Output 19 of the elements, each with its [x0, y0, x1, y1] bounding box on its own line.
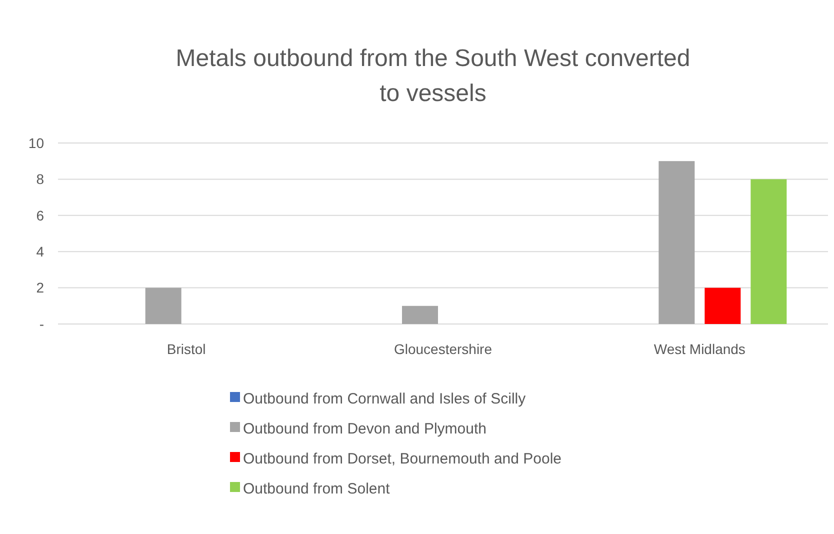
- x-tick-label: Bristol: [166, 341, 206, 357]
- y-tick-label: 6: [36, 207, 44, 224]
- y-tick-label: 4: [36, 244, 44, 260]
- legend-label: Outbound from Devon and Plymouth: [243, 420, 486, 438]
- y-tick-label: 10: [28, 134, 44, 151]
- legend-label: Outbound from Cornwall and Isles of Scilly: [243, 390, 526, 408]
- bar: [402, 306, 438, 324]
- y-tick-label: -: [39, 316, 44, 332]
- legend-label: Outbound from Dorset, Bournemouth and Poole: [243, 450, 562, 468]
- bar: [750, 179, 787, 324]
- y-tick-label: 2: [36, 280, 44, 296]
- y-tick-label: 8: [36, 171, 44, 188]
- bar: [704, 288, 741, 324]
- legend-label: Outbound from Solent: [243, 480, 391, 498]
- x-tick-label: Gloucestershire: [394, 341, 492, 357]
- bar: [145, 288, 182, 324]
- chart-title: Metals outbound from the South West converted to vessels: [176, 45, 690, 107]
- x-tick-label: West Midlands: [654, 341, 746, 357]
- bar: [658, 161, 695, 324]
